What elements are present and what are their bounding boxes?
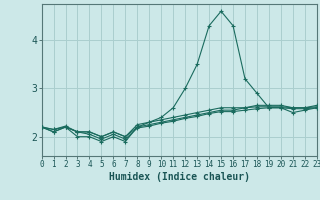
- X-axis label: Humidex (Indice chaleur): Humidex (Indice chaleur): [109, 172, 250, 182]
